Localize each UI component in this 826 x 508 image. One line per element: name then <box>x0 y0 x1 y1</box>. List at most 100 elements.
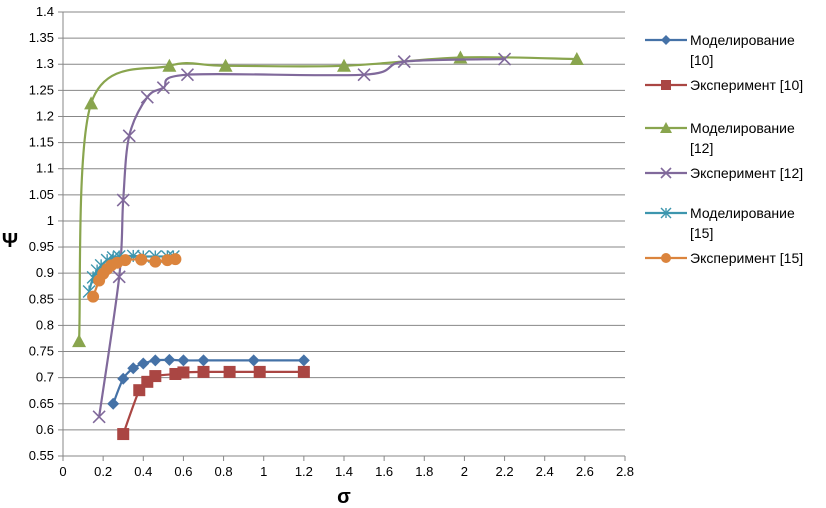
data-point-diamond <box>661 35 671 45</box>
y-tick-label: 0.9 <box>36 265 54 280</box>
data-point-diamond <box>247 354 260 367</box>
data-point-x <box>112 270 126 284</box>
data-point-x-stroke <box>92 410 106 424</box>
x-tick-label: 1.6 <box>375 464 393 479</box>
data-point-diamond <box>297 354 310 367</box>
data-point-x <box>156 81 170 95</box>
data-point-x-stroke <box>112 270 126 284</box>
legend-label: Эксперимент [15] <box>690 250 803 266</box>
y-axis-label: Ψ <box>2 230 18 252</box>
x-axis-label: σ <box>337 486 351 508</box>
legend-label: Моделирование <box>690 205 795 221</box>
data-point-triangle <box>162 58 177 72</box>
y-tick-label: 1.1 <box>36 161 54 176</box>
x-tick-labels: 0 0.2 0.4 0.6 0.8 1 1.2 1.4 1.6 1.8 2 2.2 2.4 2.6 2.8 <box>59 464 634 479</box>
legend-label: Эксперимент [12] <box>690 165 803 181</box>
legend-entry-6: Эксперимент [15] <box>645 250 803 266</box>
legend-entry-5: Моделирование [15] <box>645 205 795 241</box>
x-tick-label: 0.2 <box>94 464 112 479</box>
data-point-circle <box>149 255 162 268</box>
data-point-x <box>140 90 154 104</box>
data-point-diamond <box>197 354 210 367</box>
y-tick-label: 0.6 <box>36 422 54 437</box>
data-point-square <box>297 365 310 378</box>
data-point-circle <box>661 253 671 263</box>
y-tick-label: 0.7 <box>36 370 54 385</box>
y-tick-label: 1.2 <box>36 108 54 123</box>
y-tick-labels: 0.55 0.6 0.65 0.7 0.75 0.8 0.85 0.9 0.95 1 1.05 1.1… <box>29 4 54 463</box>
data-point-diamond <box>117 372 130 385</box>
data-point-diamond <box>177 354 190 367</box>
x-tick-label: 0.8 <box>215 464 233 479</box>
x-tick-label: 1.4 <box>335 464 353 479</box>
data-point-triangle <box>72 334 87 348</box>
data-point-x <box>357 68 371 82</box>
series-line <box>77 56 577 342</box>
data-point-square <box>253 365 266 378</box>
data-point-x-stroke <box>357 68 371 82</box>
data-point-x-stroke <box>116 193 130 207</box>
data-point-x-stroke <box>498 52 512 66</box>
data-point-triangle <box>218 58 233 72</box>
y-tick-label: 1.25 <box>29 82 54 97</box>
legend-entry-4: Эксперимент [12] <box>645 165 803 181</box>
data-point-x <box>660 167 672 179</box>
legend-label: [10] <box>690 52 713 68</box>
legend-label: Моделирование <box>690 120 795 136</box>
x-tick-label: 2.6 <box>576 464 594 479</box>
x-tick-label: 2.8 <box>616 464 634 479</box>
data-point-square <box>177 366 190 379</box>
x-tick-label: 0.4 <box>134 464 152 479</box>
data-point-triangle <box>84 96 99 110</box>
data-point-square <box>149 370 162 383</box>
data-point-x-stroke <box>660 167 672 179</box>
x-tick-label: 2.4 <box>536 464 554 479</box>
series-6 <box>87 253 182 303</box>
y-tick-label: 1 <box>47 213 54 228</box>
x-tick-label: 0 <box>59 464 66 479</box>
y-tick-label: 0.75 <box>29 344 54 359</box>
data-point-circle <box>169 253 182 266</box>
data-point-diamond <box>149 354 162 367</box>
series-line <box>98 57 505 417</box>
data-point-x-stroke <box>140 90 154 104</box>
data-point-triangle <box>569 52 584 66</box>
y-tick-label: 1.35 <box>29 30 54 45</box>
data-point-square <box>197 365 210 378</box>
data-point-star <box>660 207 672 219</box>
x-tick-label: 1.8 <box>415 464 433 479</box>
legend-entry-3: Моделирование [12] <box>645 120 795 156</box>
data-point-diamond <box>163 353 176 366</box>
data-point-square <box>117 428 130 441</box>
data-point-circle <box>119 254 132 267</box>
data-point-circle <box>87 290 100 303</box>
data-point-square <box>223 365 236 378</box>
y-tick-label: 1.4 <box>36 4 54 19</box>
data-point-x <box>397 55 411 69</box>
axes <box>58 11 626 461</box>
legend-label: Эксперимент [10] <box>690 77 803 93</box>
legend-entry-1: Моделирование [10] <box>645 32 795 68</box>
x-tick-label: 0.6 <box>174 464 192 479</box>
legend-label: [15] <box>690 225 713 241</box>
data-point-x-stroke <box>397 55 411 69</box>
legend-label: [12] <box>690 140 713 156</box>
data-point-x <box>180 68 195 82</box>
data-point-diamond <box>107 397 120 410</box>
data-point-triangle <box>337 58 351 72</box>
data-point-square <box>661 80 671 90</box>
series-line <box>112 358 304 405</box>
legend-label: Моделирование <box>690 32 795 48</box>
data-point-x <box>116 193 130 207</box>
x-tick-label: 1 <box>260 464 267 479</box>
data-point-diamond <box>127 362 140 375</box>
data-point-x <box>92 410 106 424</box>
series-group <box>72 50 584 441</box>
x-tick-label: 2.2 <box>496 464 514 479</box>
data-point-x-stroke <box>122 129 136 143</box>
data-point-x <box>122 129 136 143</box>
series-2 <box>117 365 310 441</box>
data-point-x-stroke <box>156 81 170 95</box>
y-tick-label: 0.8 <box>36 317 54 332</box>
